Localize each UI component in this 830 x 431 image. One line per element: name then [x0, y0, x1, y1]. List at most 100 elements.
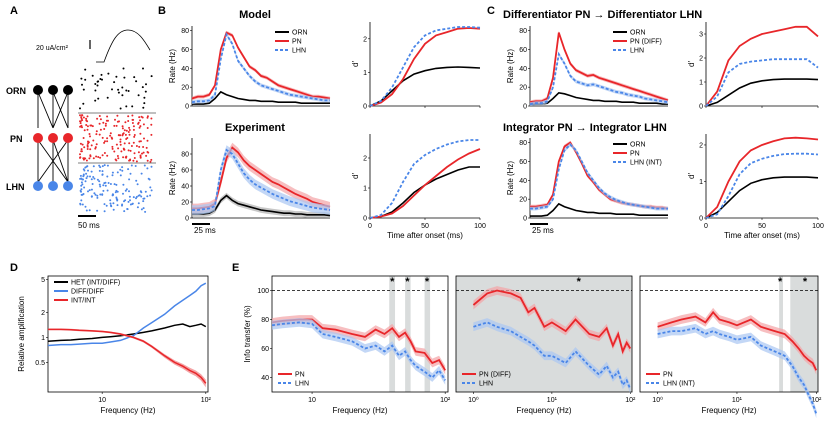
spike-dot [142, 123, 145, 126]
spike-dot [139, 125, 142, 128]
y-tick-label: 60 [519, 47, 527, 54]
spike-dot [109, 132, 112, 135]
spike-dot [97, 97, 100, 100]
legend-label: PN (DIFF) [630, 39, 662, 46]
spike-dot [132, 196, 135, 199]
spike-dot [83, 186, 86, 189]
series-line [47, 282, 207, 347]
spike-dot [139, 132, 142, 135]
series-line [473, 321, 632, 390]
spike-dot [146, 151, 149, 153]
spike-dot [85, 172, 88, 175]
series-line [705, 176, 819, 219]
spike-dot [92, 176, 95, 178]
stim-waveform [96, 29, 151, 63]
spike-dot [113, 150, 116, 153]
spike-dot [81, 183, 84, 186]
spike-dot [80, 199, 83, 202]
spike-dot [80, 150, 83, 153]
series-line [369, 166, 480, 219]
y-tick-label: 0 [523, 216, 527, 223]
confidence-band [530, 142, 668, 211]
spike-dot [116, 114, 119, 117]
spike-dot [115, 124, 118, 127]
legend-label: INT/INT [71, 298, 96, 305]
spike-dot [140, 195, 143, 198]
spike-dot [102, 121, 105, 124]
spike-dot [80, 181, 83, 184]
panel-e-xlabel: Frequency (Hz) [516, 406, 571, 415]
spike-dot [96, 194, 99, 197]
layer-orn-label: ORN [6, 86, 26, 96]
rate-axis-label: Rate (Hz) [506, 161, 515, 196]
spike-dot [106, 115, 109, 118]
time-scale-label: 25 ms [532, 226, 554, 235]
series-line [705, 58, 819, 107]
spike-dot [106, 96, 109, 99]
y-tick-label: 80 [519, 140, 527, 147]
spike-dot [119, 138, 122, 141]
spike-dot [133, 152, 136, 155]
spike-dot [89, 148, 92, 151]
spike-dot [81, 203, 84, 206]
spike-dot [98, 122, 101, 125]
spike-dot [117, 157, 120, 160]
spike-dot [131, 122, 134, 124]
spike-dot [150, 189, 153, 192]
spike-dot [125, 156, 128, 159]
spike-dot [119, 143, 122, 146]
spike-dot [121, 125, 124, 128]
confidence-band [657, 307, 817, 375]
spike-dot [81, 83, 83, 86]
spike-dot [107, 182, 110, 184]
y-tick-label: 80 [261, 317, 269, 324]
y-tick-label: 80 [519, 28, 527, 35]
spike-dot [130, 145, 133, 147]
spike-dot [85, 117, 88, 120]
spike-dot [109, 199, 112, 202]
y-tick-label: 1 [699, 80, 703, 87]
spike-dot [143, 137, 145, 140]
spike-dot [116, 155, 119, 157]
spike-dot [85, 124, 88, 126]
dprime-axis-label: d′ [687, 173, 696, 179]
spike-dot [125, 105, 128, 108]
spike-dot [103, 203, 106, 206]
spike-dot [86, 148, 89, 150]
spike-dot [116, 204, 119, 207]
spike-dot [133, 76, 136, 79]
series-line [657, 310, 818, 371]
spike-dot [83, 169, 86, 172]
y-tick-label: 2 [699, 56, 703, 63]
spike-dot [104, 124, 107, 127]
spike-dot [91, 74, 94, 77]
spike-dot [121, 204, 123, 207]
layer-lhn-label: LHN [6, 182, 25, 192]
spike-dot [89, 175, 91, 178]
spike-dot [115, 197, 118, 200]
spike-dot [125, 138, 128, 140]
spike-dot [95, 130, 98, 133]
spike-dot [122, 192, 124, 195]
spike-dot [124, 133, 127, 136]
spike-dot [101, 193, 104, 196]
spike-dot [126, 208, 129, 210]
y-tick-label: 20 [181, 85, 189, 92]
E_mid-frame [455, 275, 633, 393]
y-tick-label: 0 [523, 104, 527, 111]
spike-dot [114, 118, 116, 121]
spike-dot [128, 178, 131, 181]
spike-dot [80, 116, 83, 119]
spike-dot [80, 188, 83, 191]
spike-dot [131, 114, 134, 117]
legend-label: LHN [479, 381, 493, 388]
panel-c-title-int: Integrator PN → Integrator LHN [503, 122, 667, 134]
confidence-band [272, 318, 446, 385]
panel-b-label: B [158, 5, 166, 17]
spike-dot [84, 78, 87, 81]
x-tick-label: 10 [308, 397, 316, 404]
spike-dot [127, 131, 130, 133]
spike-dot [109, 202, 112, 205]
panel-d-ylabel: Relative amplification [17, 296, 26, 372]
spike-dot [128, 195, 131, 198]
